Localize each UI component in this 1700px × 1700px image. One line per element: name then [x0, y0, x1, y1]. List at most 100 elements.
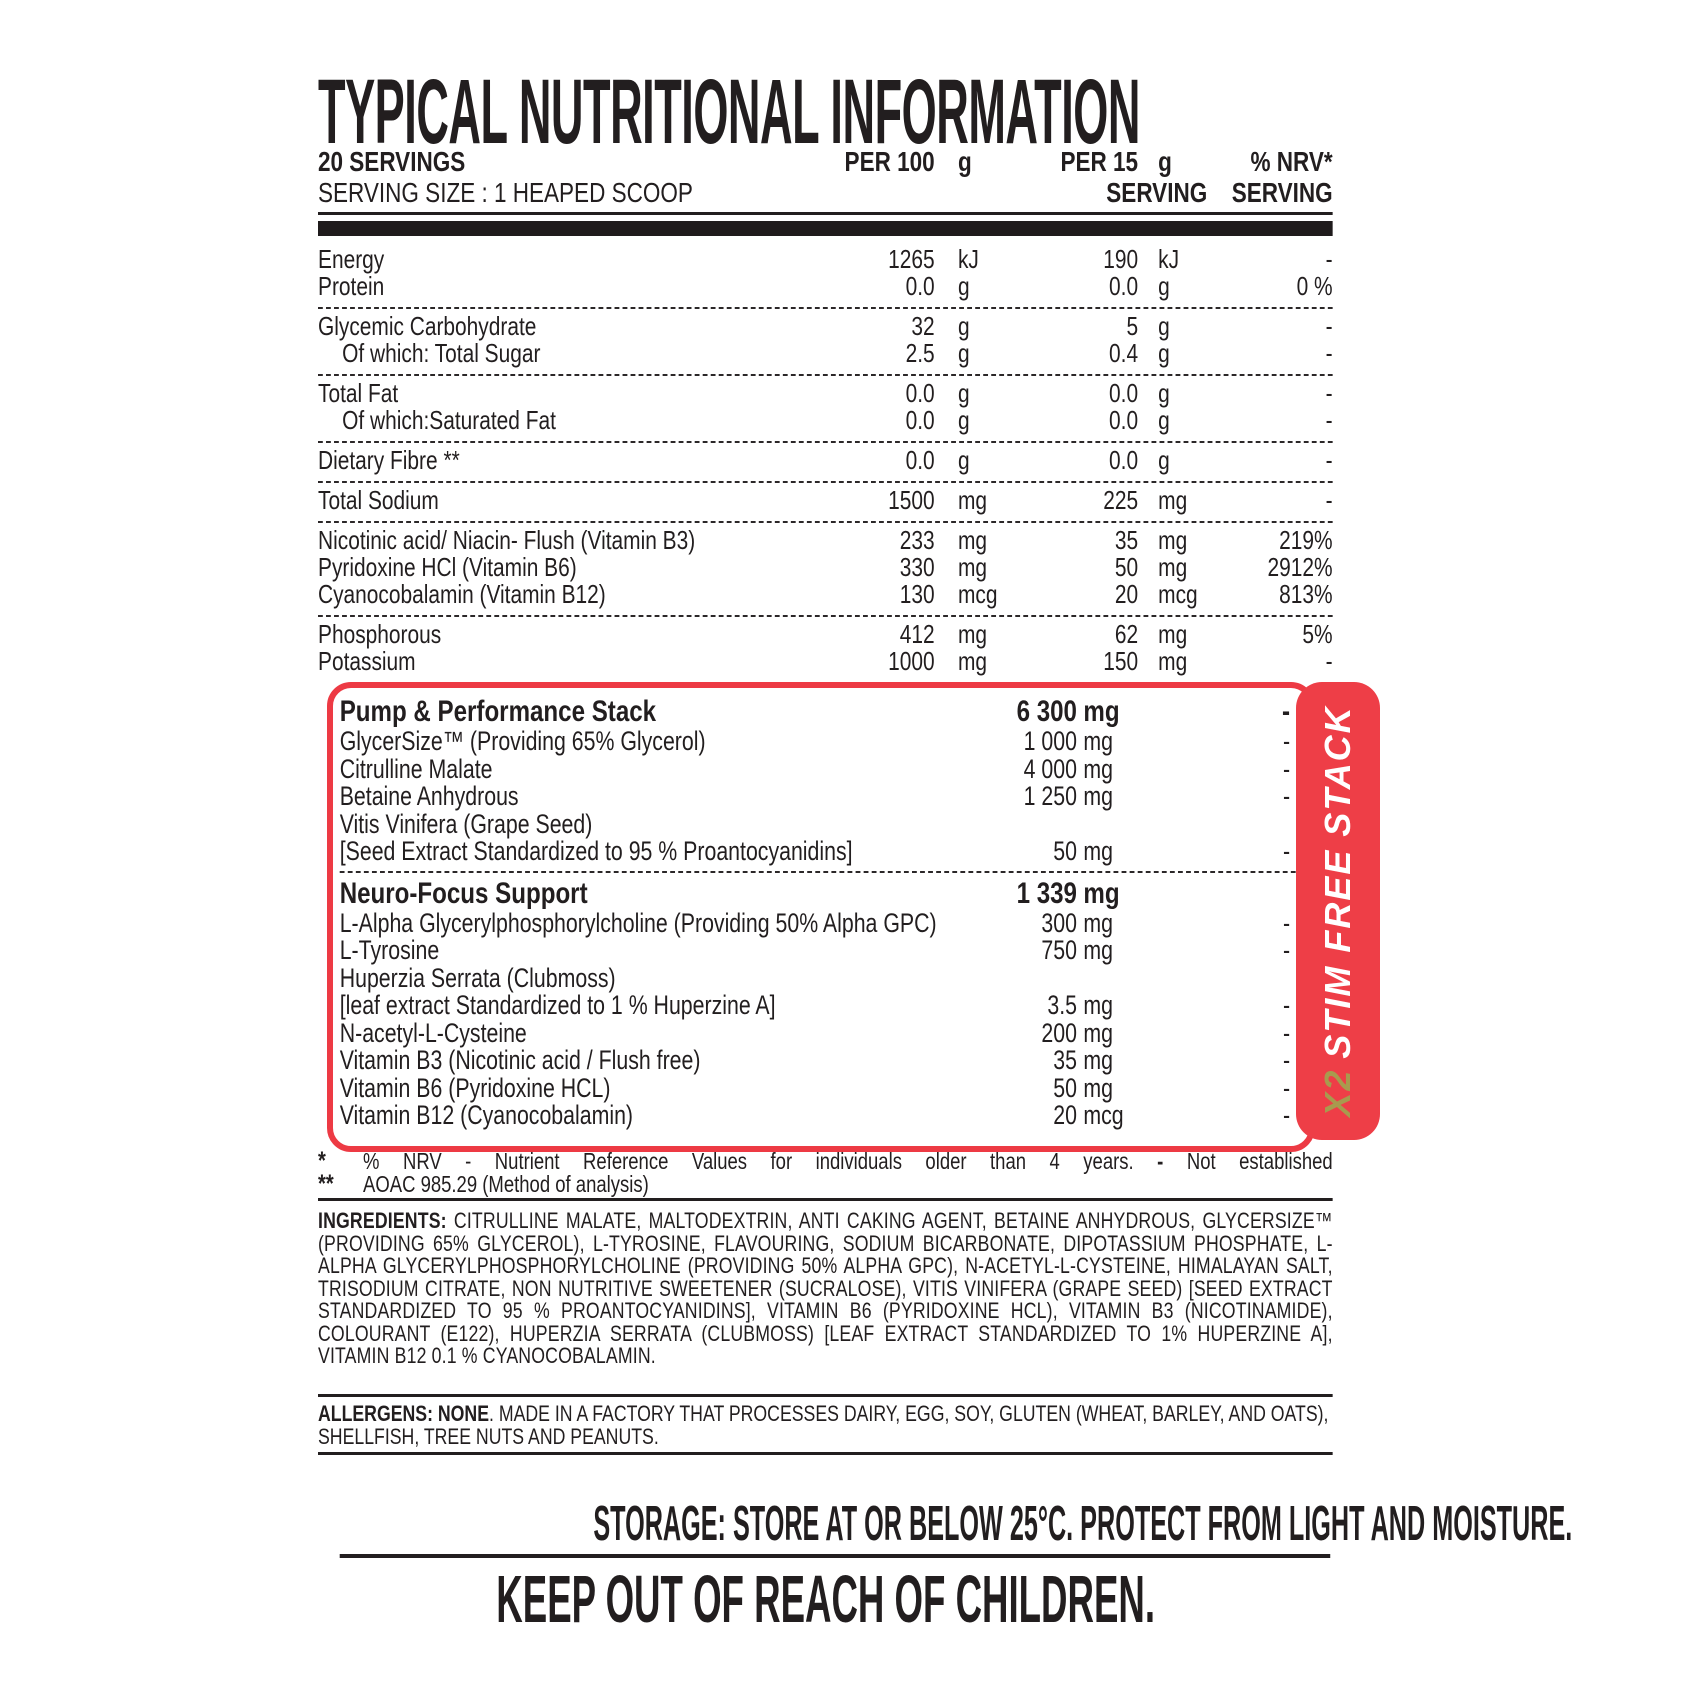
table-group: Glycemic Carbohydrate 32 g 5 g - Of whic… [318, 309, 1333, 376]
per15-unit: g [1158, 311, 1170, 341]
per100-unit: g [957, 271, 970, 301]
nrv-value: - [1325, 244, 1333, 274]
table-group: Phosphorous 412 mg 62 mg 5% Potassium 10… [318, 617, 1333, 682]
table-row: Phosphorous 412 mg 62 mg 5% [318, 621, 1333, 648]
stack-row: Vitamin B6 (Pyridoxine HCL) 50 mg - [340, 1072, 1296, 1103]
col-per15-unit: g [1158, 146, 1172, 177]
stack-unit: mg [1083, 876, 1120, 910]
stack-value: 50 [1053, 1072, 1077, 1103]
stack-value: 6 300 [1016, 695, 1077, 728]
allergens-paragraph: ALLERGENS: NONE. MADE IN A FACTORY THAT … [318, 1402, 1333, 1448]
table-group: Dietary Fibre ** 0.0 g 0.0 g - [318, 443, 1333, 483]
stack-row: L-Tyrosine 750 mg - [340, 935, 1296, 965]
per100-value: 330 [899, 552, 935, 582]
stack-row: Vitamin B12 (Cyanocobalamin) 20 mcg - [340, 1100, 1296, 1130]
per15-unit: kJ [1158, 244, 1180, 274]
nutrient-label: Total Fat [318, 378, 399, 408]
stack-ingredient-label: [leaf extract Standardized to 1 % Huperz… [339, 990, 776, 1020]
table-row: Protein 0.0 g 0.0 g 0 % [318, 273, 1333, 300]
stack-nrv: - [1282, 990, 1291, 1020]
per15-unit: mg [1158, 485, 1188, 515]
stack-nrv: - [1282, 836, 1291, 866]
nutrient-label: Protein [318, 271, 385, 301]
per15-unit: g [1158, 445, 1170, 475]
nrv-value: 2912% [1267, 552, 1333, 582]
nutrient-label: Pyridoxine HCl (Vitamin B6) [318, 552, 577, 582]
per15-value: 150 [1103, 646, 1139, 676]
child-warning: KEEP OUT OF REACH OF CHILDREN. [495, 1562, 1155, 1637]
divider [339, 1554, 1331, 1558]
stack-row: N-acetyl-L-Cysteine 200 mg - [339, 1017, 1296, 1048]
divider [318, 1198, 1333, 1201]
per100-unit: g [957, 338, 970, 368]
stack-value: 20 [1053, 1100, 1077, 1130]
col-nrv-label: % NRV* [1250, 146, 1333, 177]
col-nrv-sub: SERVING [1231, 177, 1333, 208]
per15-value: 0.4 [1109, 338, 1139, 368]
page-title: TYPICAL NUTRITIONAL INFORMATION [318, 61, 1140, 163]
stack-unit: mg [1083, 907, 1114, 938]
per100-unit: g [957, 378, 970, 408]
per15-value: 35 [1114, 525, 1139, 555]
ingredients-heading: INGREDIENTS: [318, 1208, 447, 1233]
ingredients-text: CITRULLINE MALATE, MALTODEXTRIN, ANTI CA… [318, 1208, 1333, 1368]
col-per15-label: PER 15 [1060, 146, 1139, 177]
col-per100-label: PER 100 [844, 146, 935, 177]
stack-nrv: - [1282, 781, 1291, 811]
per15-unit: g [1158, 405, 1170, 435]
per15-unit: mg [1158, 646, 1188, 676]
stack-section-title: Neuro-Focus Support [339, 876, 588, 910]
per100-unit: mg [957, 646, 988, 676]
nrv-value: - [1325, 485, 1333, 515]
stack-value: 1 250 [1023, 781, 1077, 811]
nutrient-label: Cyanocobalamin (Vitamin B12) [318, 579, 606, 609]
allergens-heading: ALLERGENS: NONE [318, 1401, 490, 1426]
stack-value: 750 [1041, 935, 1077, 965]
table-row: Total Fat 0.0 g 0.0 g - [318, 380, 1333, 407]
nutrition-table: Energy 1265 kJ 190 kJ - Protein 0.0 g 0.… [318, 242, 1333, 682]
per15-value: 50 [1114, 552, 1139, 582]
per100-unit: mg [957, 485, 988, 515]
nrv-value: 0 % [1296, 271, 1333, 301]
per15-value: 0.0 [1109, 405, 1139, 435]
footnote: ** AOAC 985.29 (Method of analysis) [318, 1171, 1333, 1197]
footnotes: * % NRV - Nutrient Reference Values for … [318, 1149, 1333, 1197]
nrv-value: 5% [1302, 619, 1333, 649]
per100-value: 32 [911, 311, 935, 341]
nutrient-label: Potassium [318, 646, 416, 676]
footnote-text: AOAC 985.29 (Method of analysis) [363, 1171, 649, 1197]
table-group: Total Fat 0.0 g 0.0 g - Of which:Saturat… [318, 376, 1333, 443]
table-row: Glycemic Carbohydrate 32 g 5 g - [318, 313, 1333, 340]
stack-ingredient-label: N-acetyl-L-Cysteine [339, 1017, 527, 1048]
nrv-value: - [1325, 311, 1333, 341]
divider-thick-bar [318, 221, 1333, 236]
stack-nrv: - [1282, 1045, 1291, 1075]
divider [318, 1394, 1333, 1397]
per100-value: 130 [899, 579, 935, 609]
nrv-value: 219% [1279, 525, 1333, 555]
nutrient-label: Dietary Fibre ** [318, 445, 460, 475]
per100-value: 233 [899, 525, 935, 555]
stack-value: 200 [1041, 1017, 1077, 1048]
stack-nrv: - [1282, 907, 1291, 938]
stack-ingredient-label: Citrulline Malate [339, 753, 493, 784]
nrv-value: - [1325, 646, 1333, 676]
col-per15-sub: SERVING [1106, 177, 1208, 208]
table-group: Nicotinic acid/ Niacin- Flush (Vitamin B… [318, 523, 1333, 617]
per15-value: 0.0 [1109, 378, 1139, 408]
stack-unit: mg [1083, 836, 1114, 866]
stack-unit: mg [1083, 781, 1114, 811]
per100-value: 1500 [888, 485, 935, 515]
stack-row: [leaf extract Standardized to 1 % Huperz… [339, 990, 1296, 1020]
table-row: Potassium 1000 mg 150 mg - [318, 648, 1333, 675]
stack-unit: mg [1083, 990, 1114, 1020]
per15-value: 225 [1103, 485, 1139, 515]
per15-unit: g [1158, 378, 1170, 408]
stack-row: Huperzia Serrata (Clubmoss) [340, 964, 1296, 993]
per100-value: 1000 [888, 646, 935, 676]
per100-value: 412 [899, 619, 935, 649]
stack-unit: mg [1083, 1045, 1114, 1075]
table-group: Total Sodium 1500 mg 225 mg - [318, 483, 1333, 523]
table-row: Dietary Fibre ** 0.0 g 0.0 g - [318, 447, 1333, 474]
